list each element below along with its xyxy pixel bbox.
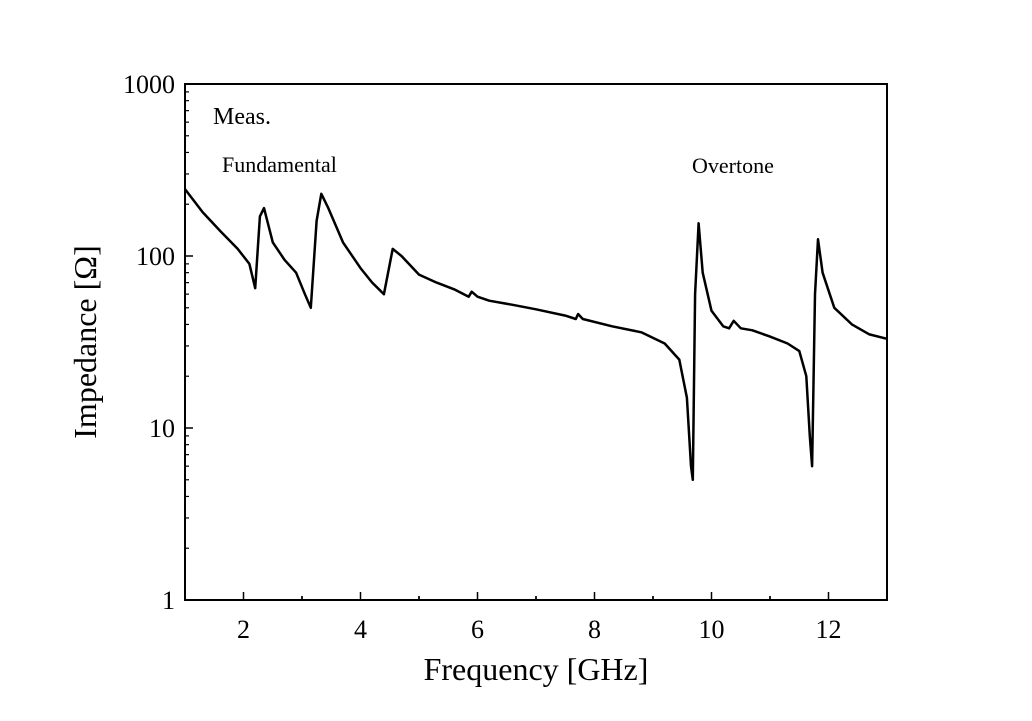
y-tick-label: 100 xyxy=(136,242,175,271)
annotation-fundamental: Fundamental xyxy=(222,152,337,177)
x-tick-label: 10 xyxy=(699,615,725,644)
y-tick-label: 1000 xyxy=(123,70,175,99)
y-tick-label: 1 xyxy=(162,586,175,615)
x-tick-label: 8 xyxy=(588,615,601,644)
x-tick-label: 12 xyxy=(816,615,842,644)
series-line-impedance xyxy=(184,188,888,482)
annotation-overtone: Overtone xyxy=(692,153,774,178)
y-axis-title: Impedance [Ω] xyxy=(67,245,103,438)
y-tick-label: 10 xyxy=(149,414,175,443)
annotation-meas: Meas. xyxy=(213,104,271,130)
x-tick-label: 6 xyxy=(471,615,484,644)
x-tick-label: 4 xyxy=(354,615,367,644)
plot-frame xyxy=(184,83,888,601)
labels-layer: 2 4 6 8 10 12 1 10 100 1000 xyxy=(123,70,842,644)
x-axis-title: Frequency [GHz] xyxy=(424,651,649,687)
x-tick-label: 2 xyxy=(237,615,250,644)
